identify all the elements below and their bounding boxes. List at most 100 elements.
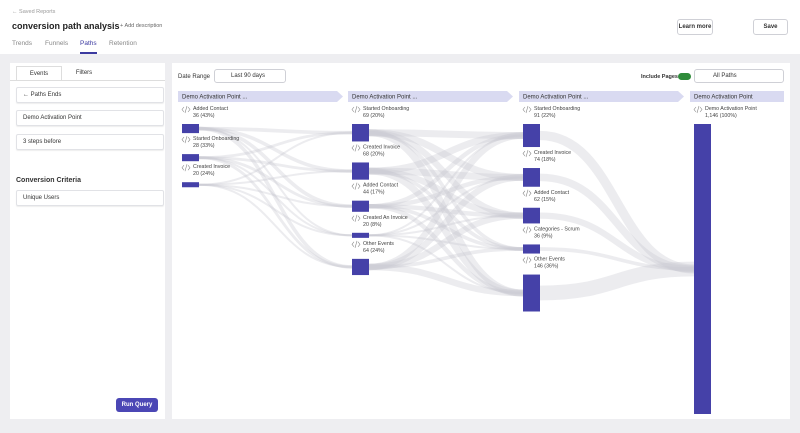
- node-label: Demo Activation Point: [705, 106, 757, 112]
- flow: [368, 130, 524, 251]
- flow: [368, 234, 524, 295]
- tab[interactable]: Funnels: [45, 40, 69, 47]
- flow: [198, 156, 353, 208]
- node-bar: [523, 244, 540, 254]
- node-label: Created An Invoice: [363, 215, 408, 221]
- paths-select[interactable]: All Paths: [694, 69, 784, 83]
- events-tab[interactable]: Events: [16, 66, 62, 81]
- flow: [198, 126, 353, 269]
- node-bar: [523, 168, 540, 187]
- steps-select[interactable]: 3 steps before: [16, 134, 164, 150]
- node-value: 20 (24%): [193, 171, 215, 177]
- add-description[interactable]: + Add description: [120, 23, 163, 29]
- node-bar: [182, 182, 199, 188]
- event-icon: [181, 136, 191, 144]
- node-bar: [352, 200, 369, 212]
- node-bar: [352, 258, 369, 276]
- node-label: Other Events: [534, 257, 565, 263]
- date-range-label: Date Range: [178, 74, 211, 80]
- filters-tab[interactable]: Filters: [75, 70, 93, 76]
- flow: [198, 156, 353, 173]
- event-select[interactable]: Demo Activation Point: [16, 110, 164, 126]
- date-range-select[interactable]: Last 90 days: [214, 69, 286, 83]
- flow: [198, 156, 353, 269]
- flow: [368, 167, 524, 297]
- node-value: 20 (8%): [363, 222, 382, 228]
- node-value: 146 (36%): [534, 264, 559, 270]
- flow: [539, 173, 695, 273]
- back-link[interactable]: ← Saved Reports: [12, 9, 56, 15]
- event-icon: [181, 105, 191, 114]
- node-value: 36 (43%): [193, 113, 215, 119]
- event-icon: [522, 189, 532, 197]
- flow: [539, 212, 695, 273]
- tab[interactable]: Retention: [109, 40, 137, 47]
- save-button[interactable]: Save: [753, 19, 788, 35]
- tab[interactable]: Trends: [12, 40, 32, 47]
- path-chart: Demo Activation Point ... Added Contact 36…: [178, 91, 784, 414]
- report-title: conversion path analysis: [12, 21, 120, 31]
- event-icon: [522, 256, 532, 264]
- flow: [368, 176, 524, 237]
- node-value: 64 (24%): [363, 248, 385, 254]
- path-ends-text: Paths Ends: [30, 92, 62, 98]
- flow: [368, 132, 524, 271]
- node-label: Created Invoice: [534, 150, 571, 156]
- flow: [368, 132, 524, 175]
- node-value: 28 (33%): [193, 143, 215, 149]
- column-header: [178, 91, 343, 102]
- column-header-text: Demo Activation Point ...: [182, 95, 248, 101]
- flow: [368, 129, 524, 219]
- flow: [368, 174, 524, 271]
- flow: [198, 170, 353, 186]
- path-ends[interactable]: ← Paths Ends: [16, 87, 164, 103]
- node-bar: [523, 207, 540, 224]
- sidebar: Events Filters ← Paths Ends Demo Activat…: [10, 63, 165, 419]
- event-icon: [351, 105, 361, 114]
- column-header-text: Demo Activation Point ...: [523, 95, 589, 101]
- tab-active[interactable]: Paths: [80, 40, 97, 54]
- node-value: 74 (18%): [534, 157, 556, 163]
- node-value: 91 (22%): [534, 113, 556, 119]
- flow: [368, 167, 524, 181]
- flow: [368, 212, 524, 271]
- flow: [368, 214, 524, 237]
- flow: [198, 183, 353, 208]
- learn-more-button[interactable]: Learn more: [677, 19, 713, 35]
- flow: [368, 204, 524, 296]
- node-value: 68 (20%): [363, 151, 385, 157]
- flow: [368, 167, 524, 219]
- flow: [368, 263, 524, 297]
- node-bar: [352, 232, 369, 238]
- node-label: Started Onboarding: [363, 106, 409, 112]
- flow: [368, 204, 524, 218]
- flow: [198, 126, 353, 209]
- save-text: Save: [763, 24, 778, 30]
- flow: [198, 183, 353, 237]
- main-panel: Date Range Last 90 days Include Pages Al…: [172, 63, 790, 419]
- node-value: 69 (20%): [363, 113, 385, 119]
- event-icon: [522, 105, 532, 114]
- node-label: Added Contact: [363, 183, 399, 189]
- column-header: [690, 91, 784, 102]
- node-bar: [352, 162, 369, 180]
- divider: [10, 80, 165, 81]
- criteria-select[interactable]: Unique Users: [16, 190, 164, 206]
- column-header: [348, 91, 513, 102]
- run-query-button[interactable]: Run Query: [116, 398, 158, 412]
- node-value: 1,146 (100%): [705, 113, 737, 119]
- node-label: Other Events: [363, 241, 394, 247]
- node-bar: [352, 124, 369, 142]
- include-pages-toggle[interactable]: [678, 73, 691, 80]
- flow: [368, 175, 524, 209]
- node-value: 62 (15%): [534, 197, 556, 203]
- flow: [198, 131, 353, 160]
- header: ← Saved Reports conversion path analysis…: [0, 0, 800, 54]
- flow: [368, 129, 524, 140]
- node-bar: [523, 274, 540, 312]
- node-label: Added Contact: [534, 190, 570, 196]
- include-pages-label: Include Pages: [641, 74, 678, 80]
- flow: [539, 247, 695, 271]
- node-label: Created Invoice: [363, 144, 400, 150]
- flow: [368, 133, 524, 209]
